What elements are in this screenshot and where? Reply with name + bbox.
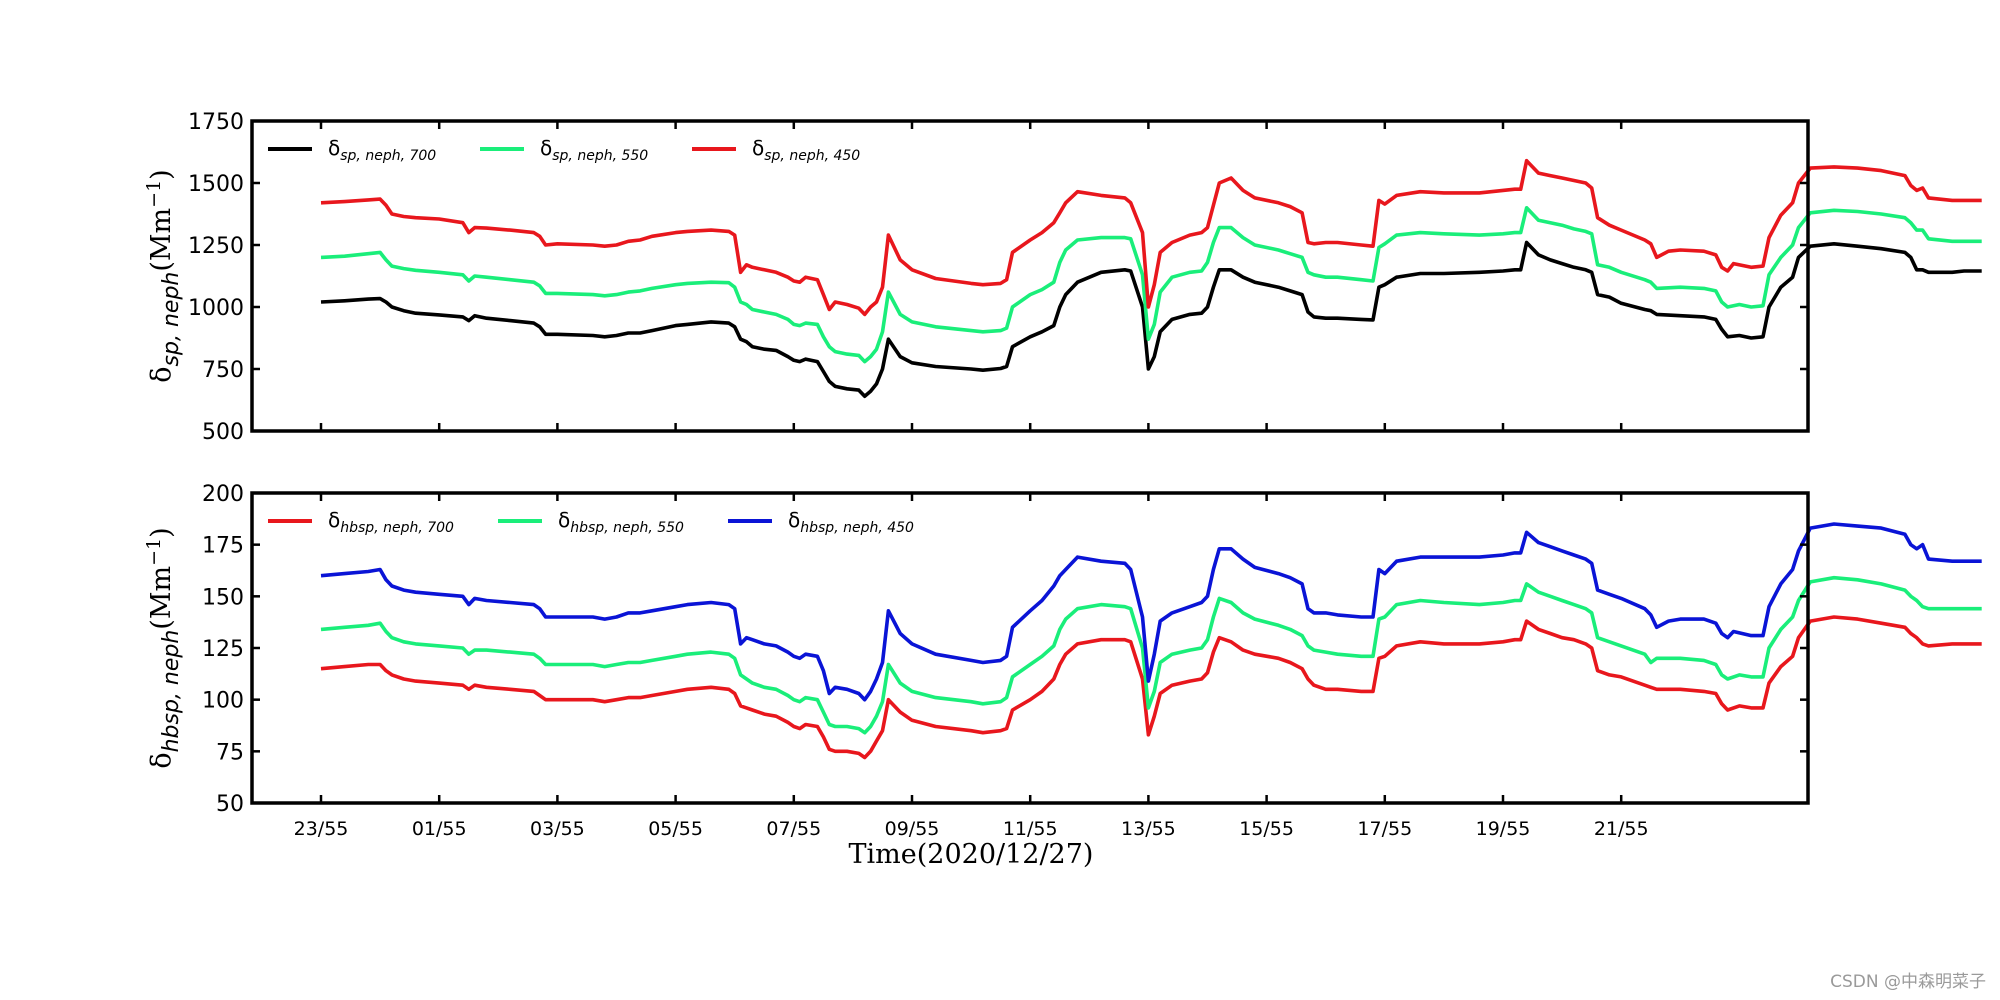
x-tick-label: 19/55 bbox=[1476, 818, 1531, 840]
y-axis-title-exponent: −1 bbox=[143, 180, 165, 208]
y-axis-title-symbol: δ bbox=[146, 752, 177, 768]
y-axis-title-subscript: sp, neph bbox=[159, 272, 184, 367]
x-tick-label: 15/55 bbox=[1239, 818, 1294, 840]
x-tick-label: 17/55 bbox=[1357, 818, 1412, 840]
legend-label-0: δsp, neph, 700 bbox=[328, 136, 436, 164]
y-tick-label: 125 bbox=[202, 637, 244, 662]
series-line-2 bbox=[320, 522, 1982, 702]
y-tick-label: 1750 bbox=[188, 110, 244, 135]
y-tick-label: 1500 bbox=[188, 172, 244, 197]
legend-label-symbol: δ bbox=[540, 136, 552, 160]
legend-label-1: δhbsp, neph, 550 bbox=[558, 508, 684, 536]
legend-label-symbol: δ bbox=[328, 136, 340, 160]
bottom-panel: 50 75 100 125 150 175 200 23/55 01/55 03/55 05/55 0… bbox=[143, 482, 1982, 870]
y-axis-title-exponent: −1 bbox=[143, 538, 165, 566]
y-tick-label: 100 bbox=[202, 689, 244, 714]
series-line-1 bbox=[320, 575, 1982, 735]
x-tick-label: 05/55 bbox=[648, 818, 703, 840]
y-tick-label: 500 bbox=[202, 420, 244, 445]
legend-label-subscript: sp, neph, 700 bbox=[340, 148, 436, 164]
x-tick-label: 13/55 bbox=[1121, 818, 1176, 840]
legend-label-subscript: hbsp, neph, 700 bbox=[340, 520, 454, 536]
y-tick-label: 200 bbox=[202, 482, 244, 507]
legend-label-symbol: δ bbox=[328, 508, 340, 532]
x-tick-label: 23/55 bbox=[294, 818, 349, 840]
legend-label-subscript: hbsp, neph, 550 bbox=[570, 520, 684, 536]
x-tick-label: 03/55 bbox=[530, 818, 585, 840]
y-tick-label: 750 bbox=[202, 358, 244, 383]
watermark: CSDN @中森明菜子 bbox=[1830, 972, 1986, 992]
y-axis-title-subscript: hbsp, neph bbox=[159, 630, 184, 753]
y-axis-title: δhbsp, neph(Mm−1) bbox=[143, 527, 184, 768]
legend-label-2: δhbsp, neph, 450 bbox=[788, 508, 914, 536]
legend-label-0: δhbsp, neph, 700 bbox=[328, 508, 454, 536]
x-tick-label: 21/55 bbox=[1594, 818, 1649, 840]
y-axis-title-close: ) bbox=[146, 527, 177, 538]
plot-frame bbox=[250, 491, 1810, 805]
y-tick-label: 50 bbox=[216, 792, 244, 817]
x-tick-label: 09/55 bbox=[885, 818, 940, 840]
y-axis-title-symbol: δ bbox=[146, 366, 177, 382]
legend-label-symbol: δ bbox=[752, 136, 764, 160]
legend-label-subscript: hbsp, neph, 450 bbox=[800, 520, 914, 536]
series-line-0 bbox=[320, 615, 1982, 760]
y-axis-title: δsp, neph(Mm−1) bbox=[143, 169, 184, 382]
x-axis-title: Time(2020/12/27) bbox=[849, 839, 1094, 870]
y-tick-label: 150 bbox=[202, 585, 244, 610]
legend-label-symbol: δ bbox=[558, 508, 570, 532]
y-axis-title-close: ) bbox=[146, 169, 177, 180]
x-tick-label: 01/55 bbox=[412, 818, 467, 840]
legend-label-subscript: sp, neph, 550 bbox=[552, 148, 648, 164]
series-line-1 bbox=[320, 206, 1982, 364]
y-tick-label: 1250 bbox=[188, 234, 244, 259]
series-line-0 bbox=[320, 240, 1982, 399]
y-tick-label: 1000 bbox=[188, 296, 244, 321]
legend-label-1: δsp, neph, 550 bbox=[540, 136, 648, 164]
y-axis-title-unit: (Mm bbox=[146, 566, 177, 630]
y-axis-title-unit: (Mm bbox=[146, 208, 177, 272]
x-tick-label: 11/55 bbox=[1003, 818, 1058, 840]
legend-label-2: δsp, neph, 450 bbox=[752, 136, 860, 164]
legend-label-symbol: δ bbox=[788, 508, 800, 532]
y-tick-label: 175 bbox=[202, 534, 244, 559]
legend-label-subscript: sp, neph, 450 bbox=[764, 148, 860, 164]
series-line-2 bbox=[320, 158, 1982, 317]
y-tick-label: 75 bbox=[216, 740, 244, 765]
x-tick-label: 07/55 bbox=[766, 818, 821, 840]
